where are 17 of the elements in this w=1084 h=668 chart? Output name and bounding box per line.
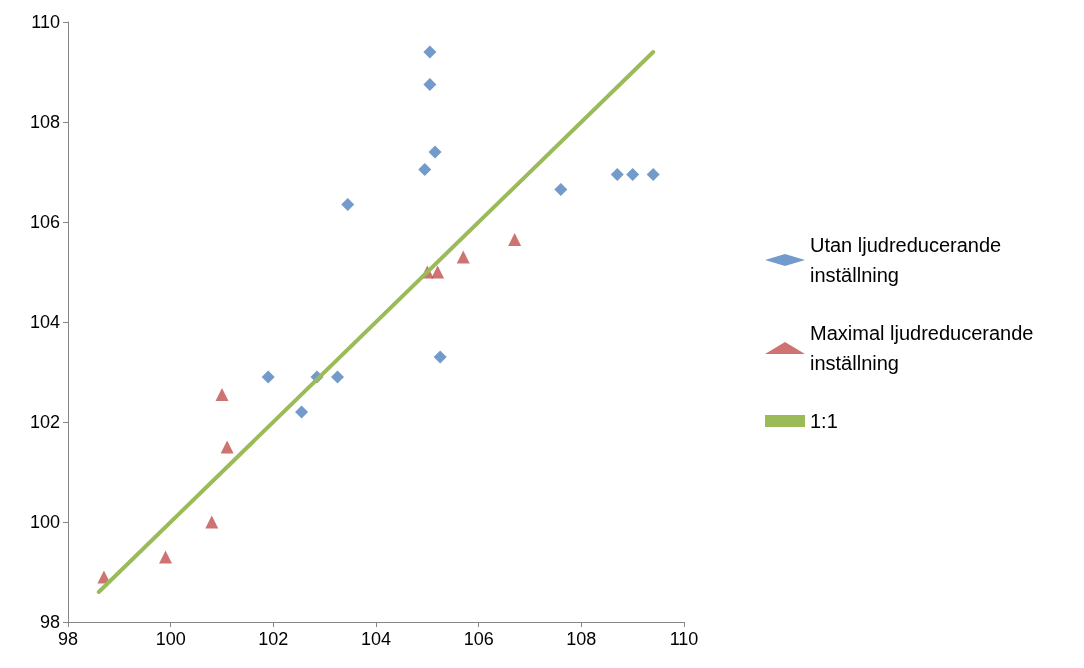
x-tick-label: 108 xyxy=(566,629,597,649)
y-tick-label: 104 xyxy=(29,312,60,332)
y-tick-label: 100 xyxy=(29,512,60,532)
y-tick-label: 110 xyxy=(31,12,60,32)
legend-label: Maximal ljudreducerande inställning xyxy=(810,322,1040,374)
legend-label: 1:1 xyxy=(810,410,838,432)
x-tick-label: 102 xyxy=(258,629,289,649)
y-tick-label: 106 xyxy=(29,212,60,232)
x-tick-label: 104 xyxy=(360,629,392,649)
x-tick-label: 100 xyxy=(155,629,186,649)
y-tick-label: 108 xyxy=(29,112,60,132)
x-tick-label: 98 xyxy=(57,629,79,649)
y-tick-label: 102 xyxy=(29,412,60,432)
y-tick-label: 98 xyxy=(39,612,60,632)
x-tick-label: 110 xyxy=(669,629,699,649)
x-tick-label: 106 xyxy=(463,629,494,649)
legend-label: Utan ljudreducerande inställning xyxy=(810,234,1007,286)
